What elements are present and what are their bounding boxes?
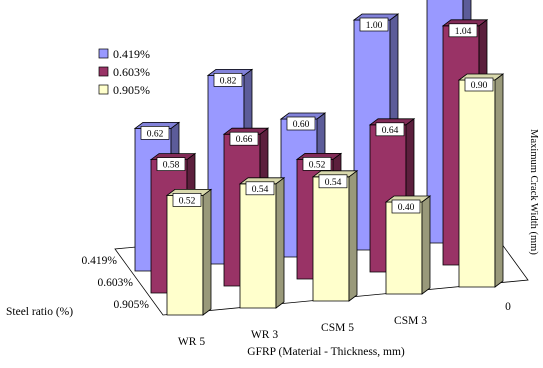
data-label-box bbox=[245, 181, 275, 196]
y-axis-title: Maximum Crack Width (mm) bbox=[528, 129, 539, 255]
data-label-box bbox=[375, 122, 405, 137]
data-label-box bbox=[172, 193, 202, 207]
data-label-text: 0.54 bbox=[325, 178, 342, 188]
data-label: 0.60 bbox=[286, 116, 316, 131]
data-label-box bbox=[302, 157, 332, 171]
legend-entry: 0.419% bbox=[98, 47, 150, 61]
data-labels-layer: 0.620.820.601.001.200.580.660.520.641.04… bbox=[140, 17, 494, 214]
legend-label: 0.603% bbox=[113, 65, 150, 79]
data-label-text: 0.58 bbox=[163, 161, 180, 171]
data-label-box bbox=[318, 174, 348, 189]
depth-tick-label: 0.905% bbox=[114, 299, 150, 311]
bar-front-face bbox=[312, 176, 350, 302]
depth-tick-label: 0.603% bbox=[98, 277, 134, 289]
data-label-text: 1.00 bbox=[366, 21, 383, 31]
data-label-text: 0.62 bbox=[147, 129, 164, 139]
data-label-box bbox=[286, 116, 316, 131]
legend-entry: 0.905% bbox=[98, 83, 150, 97]
data-label-box bbox=[448, 23, 478, 38]
data-label-box bbox=[391, 199, 421, 214]
bar-front-face bbox=[385, 201, 423, 295]
bar-front-face bbox=[166, 194, 204, 316]
legend-swatch bbox=[98, 48, 109, 59]
data-label-text: 0.64 bbox=[382, 126, 399, 136]
data-label: 0.64 bbox=[375, 122, 405, 137]
bar bbox=[457, 73, 505, 288]
bar bbox=[311, 170, 359, 302]
data-label: 0.82 bbox=[213, 73, 243, 87]
data-label-box bbox=[213, 73, 243, 87]
data-label-text: 0.82 bbox=[220, 76, 237, 86]
bar bbox=[165, 188, 213, 316]
data-label: 0.52 bbox=[172, 193, 202, 207]
legend-swatch bbox=[98, 84, 109, 95]
legend-label: 0.419% bbox=[113, 47, 150, 61]
legend-entry: 0.603% bbox=[98, 65, 150, 79]
bar bbox=[238, 177, 286, 309]
x-axis-title: GFRP (Material - Thickness, mm) bbox=[247, 346, 405, 358]
data-label: 0.90 bbox=[464, 77, 494, 92]
data-label: 0.40 bbox=[391, 199, 421, 214]
data-label: 0.54 bbox=[318, 174, 348, 189]
depth-tick-label: 0.419% bbox=[82, 255, 118, 267]
data-label: 1.04 bbox=[448, 23, 478, 38]
data-label-text: 0.66 bbox=[236, 135, 253, 145]
x-tick-label: WR 3 bbox=[251, 329, 278, 341]
data-label-text: 0.54 bbox=[252, 185, 269, 195]
legend-label: 0.905% bbox=[113, 83, 150, 97]
data-label-box bbox=[140, 126, 170, 140]
data-label-text: 0.40 bbox=[398, 203, 415, 213]
legend: 0.419% 0.603% 0.905% bbox=[98, 47, 150, 97]
data-label: 0.52 bbox=[302, 157, 332, 171]
data-label-text: 0.52 bbox=[179, 196, 196, 206]
data-label-text: 0.52 bbox=[309, 160, 326, 170]
data-label-box bbox=[359, 17, 389, 32]
depth-axis-title: Steel ratio (%) bbox=[6, 306, 73, 318]
bar-front-face bbox=[239, 183, 277, 309]
data-label-box bbox=[156, 157, 186, 171]
bar-side-face bbox=[494, 73, 504, 288]
data-label-box bbox=[464, 77, 494, 92]
bar-side-face bbox=[421, 195, 431, 295]
data-label: 0.58 bbox=[156, 157, 186, 171]
bar-side-face bbox=[275, 177, 285, 309]
x-tick-label: CSM 5 bbox=[321, 322, 354, 334]
data-label: 0.54 bbox=[245, 181, 275, 196]
data-label-text: 0.60 bbox=[293, 120, 310, 130]
data-label: 1.00 bbox=[359, 17, 389, 32]
x-tick-label-extra: 0 bbox=[505, 301, 511, 313]
data-label-text: 0.90 bbox=[471, 81, 488, 91]
bar-front-face bbox=[458, 79, 496, 288]
x-tick-label: WR 5 bbox=[178, 336, 205, 348]
legend-swatch bbox=[98, 66, 109, 77]
bar-side-face bbox=[202, 188, 212, 316]
bars-layer bbox=[133, 0, 505, 316]
data-label: 0.66 bbox=[229, 131, 259, 146]
data-label-text: 1.04 bbox=[455, 27, 472, 37]
x-tick-label: CSM 3 bbox=[394, 315, 427, 327]
bar-side-face bbox=[348, 170, 358, 302]
data-label-box bbox=[229, 131, 259, 146]
data-label: 0.62 bbox=[140, 126, 170, 140]
